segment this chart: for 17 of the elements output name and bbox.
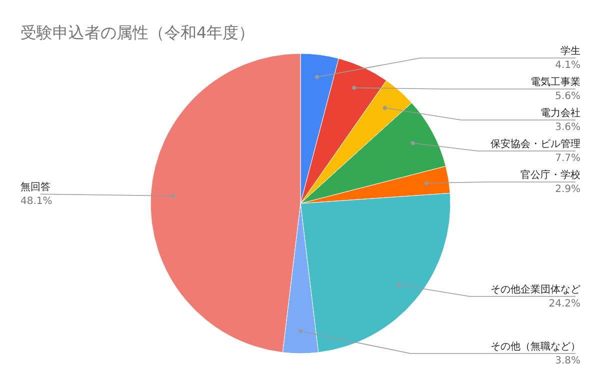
slice-label: 保安協会・ビル管理 bbox=[490, 138, 580, 150]
data-label: 4.1% bbox=[555, 60, 580, 71]
slice-label: 電力会社 bbox=[540, 107, 580, 119]
chart-title: 受験申込者の属性（令和4年度） bbox=[20, 23, 255, 42]
slice-label: 電気工事業 bbox=[530, 76, 580, 88]
data-label: 2.9% bbox=[555, 184, 580, 195]
data-label: 3.8% bbox=[555, 356, 580, 366]
data-label: 7.7% bbox=[555, 153, 580, 164]
slice-label: 官公庁・学校 bbox=[520, 169, 580, 181]
slice-label: 学生 bbox=[560, 45, 580, 57]
data-label: 48.1% bbox=[20, 196, 52, 208]
slice-label: その他（無職など） bbox=[490, 340, 580, 352]
slice-label: 無回答 bbox=[20, 181, 50, 194]
data-label: 3.6% bbox=[555, 122, 580, 133]
data-label: 5.6% bbox=[555, 91, 580, 102]
data-label: 24.2% bbox=[548, 298, 581, 310]
slice-label: その他企業団体など bbox=[490, 283, 580, 296]
